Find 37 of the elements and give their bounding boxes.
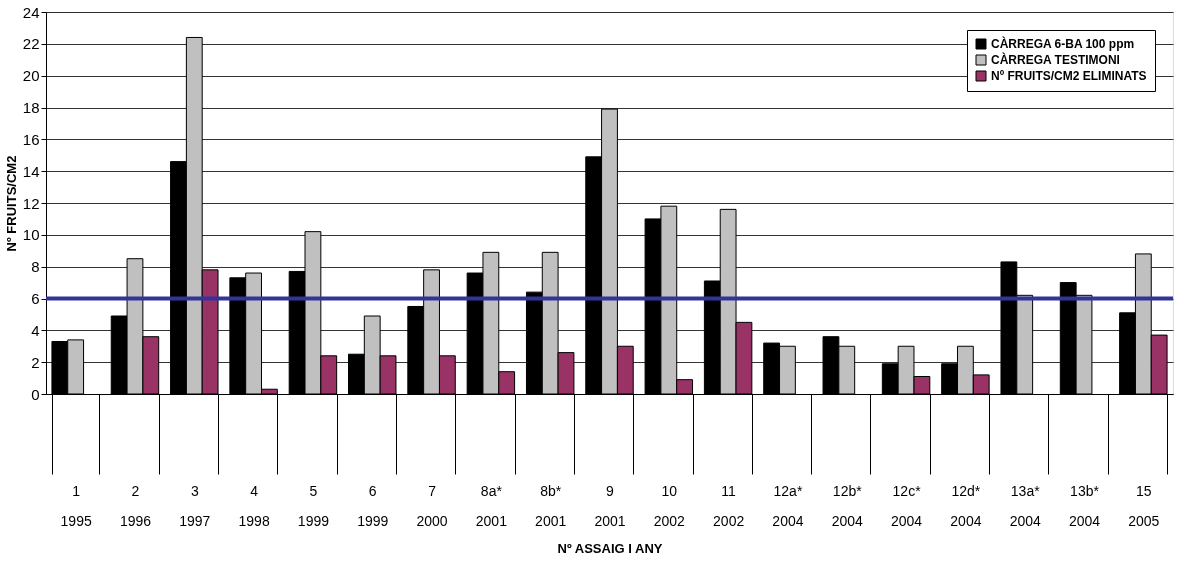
y-tick-label: 2 [31,353,40,371]
x-tick-label: 12b* 2004 [831,482,864,529]
x-tick-label: 15 2005 [1128,482,1160,529]
legend-label: CÀRREGA TESTIMONI [991,52,1120,67]
legend-label: Nº FRUITS/CM2 ELIMINATS [991,69,1147,83]
x-tick-label: 2 1996 [119,482,152,529]
y-tick-label: 24 [22,3,40,21]
x-tick-label: 13a* 2004 [1009,482,1041,529]
x-axis-title: Nº ASSAIG I ANY [557,540,663,556]
x-tick-label: 8a* 2001 [475,482,508,529]
y-tick-label: 10 [22,226,40,244]
x-tick-label: 9 2001 [594,482,626,529]
x-tick-label: 12a* 2004 [772,482,804,529]
y-tick-label: 4 [31,321,40,339]
y-tick-label: 8 [31,258,40,276]
y-tick-label: 22 [22,35,40,53]
x-tick-label: 11 2002 [713,482,745,529]
x-tick-label: 8b* 2001 [535,482,567,529]
legend-label: CÀRREGA 6-BA 100 ppm [991,36,1135,51]
x-tick-label: 12c* 2004 [891,482,923,529]
y-tick-label: 0 [31,385,40,403]
x-tick-label: 1 1995 [60,482,92,529]
y-axis-title: Nº FRUITS/CM2 [3,155,19,252]
x-tick-label: 6 1999 [357,482,389,529]
y-tick-label: 6 [31,290,40,307]
y-tick-label: 14 [22,162,40,180]
x-tick-label: 4 1998 [238,482,270,529]
y-tick-label: 18 [22,99,40,116]
y-tick-label: 20 [22,67,40,85]
x-tick-label: 10 2002 [653,482,686,529]
x-tick-label: 12d* 2004 [950,482,982,529]
y-tick-label: 16 [22,130,40,148]
x-tick-label: 7 2000 [416,482,448,529]
x-tick-label: 3 1997 [179,482,211,529]
x-tick-label: 13b* 2004 [1068,482,1101,529]
x-tick-label: 5 1999 [297,482,330,529]
y-tick-label: 12 [22,194,40,212]
